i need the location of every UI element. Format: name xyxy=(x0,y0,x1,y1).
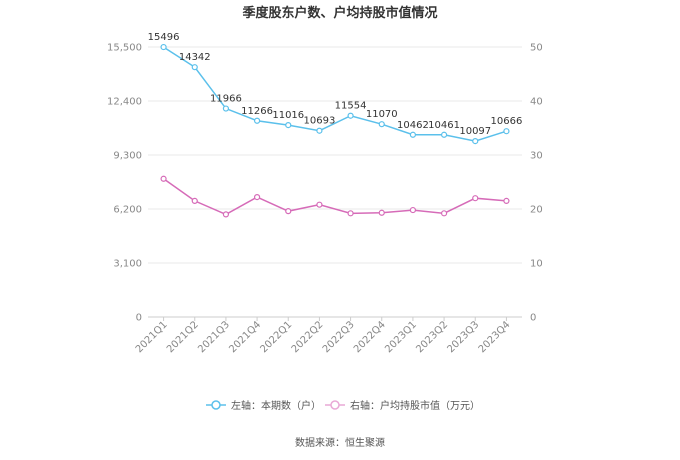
data-label: 10693 xyxy=(304,116,336,127)
grid xyxy=(148,46,522,318)
x-tick-label: 2023Q3 xyxy=(446,319,482,355)
data-label: 11016 xyxy=(272,110,304,121)
data-label: 15496 xyxy=(148,32,180,43)
left-axis: 0 3,100 6,200 9,300 12,400 15,500 xyxy=(107,43,142,324)
left-tick-label: 12,400 xyxy=(107,97,142,108)
data-point[interactable] xyxy=(378,209,385,216)
data-point[interactable] xyxy=(503,197,510,204)
data-point[interactable] xyxy=(347,112,354,119)
data-point[interactable] xyxy=(347,210,354,217)
data-point[interactable] xyxy=(378,121,385,128)
left-tick-label: 15,500 xyxy=(107,43,142,54)
series-line-1 xyxy=(163,178,507,216)
legend[interactable]: 左轴：本期数（户） 右轴：户均持股市值（万元） xyxy=(206,399,480,412)
legend-label-market-value: 右轴：户均持股市值（万元） xyxy=(350,399,480,412)
legend-item-households[interactable]: 左轴：本期数（户） xyxy=(206,399,321,412)
left-tick-label: 3,100 xyxy=(113,259,142,270)
left-tick-label: 6,200 xyxy=(113,205,142,216)
data-point[interactable] xyxy=(253,117,261,124)
right-tick-label: 0 xyxy=(530,313,536,324)
chart-title: 季度股东户数、户均持股市值情况 xyxy=(241,5,437,21)
x-tick-label: 2022Q1 xyxy=(259,319,295,355)
legend-item-market-value[interactable]: 右轴：户均持股市值（万元） xyxy=(325,399,480,412)
x-tick-label: 2022Q4 xyxy=(352,319,388,355)
data-point[interactable] xyxy=(222,211,230,218)
x-tick-label: 2023Q1 xyxy=(383,319,419,355)
x-tick-label: 2021Q2 xyxy=(165,319,201,355)
data-label: 14342 xyxy=(179,52,211,63)
left-tick-label: 0 xyxy=(136,313,142,324)
series-line-0 xyxy=(163,46,507,142)
data-point[interactable] xyxy=(160,43,167,51)
x-tick-label: 2021Q1 xyxy=(134,319,170,355)
data-point[interactable] xyxy=(472,138,479,145)
data-point[interactable] xyxy=(160,175,167,182)
data-point[interactable] xyxy=(316,201,323,208)
x-tick-label: 2022Q3 xyxy=(321,319,357,355)
data-label: 11966 xyxy=(210,94,242,105)
x-tick-label: 2023Q4 xyxy=(477,319,513,355)
data-source: 数据来源：恒生聚源 xyxy=(295,436,385,449)
data-point[interactable] xyxy=(409,206,417,214)
right-tick-label: 20 xyxy=(530,205,543,216)
right-tick-label: 40 xyxy=(530,97,543,108)
data-label: 10097 xyxy=(459,126,491,137)
data-point[interactable] xyxy=(472,195,479,202)
right-tick-label: 10 xyxy=(530,259,543,270)
left-tick-label: 9,300 xyxy=(113,151,142,162)
x-tick-label: 2021Q4 xyxy=(227,319,263,355)
data-point[interactable] xyxy=(191,64,198,71)
data-label: 11070 xyxy=(366,109,398,120)
data-point[interactable] xyxy=(440,210,448,217)
data-point[interactable] xyxy=(503,128,510,135)
legend-marker-icon xyxy=(330,400,340,410)
data-label: 10462 xyxy=(397,120,429,131)
x-tick-label: 2023Q2 xyxy=(414,319,450,355)
data-point[interactable] xyxy=(409,131,417,138)
right-tick-label: 30 xyxy=(530,151,543,162)
data-label: 11266 xyxy=(241,106,273,117)
x-axis: 2021Q12021Q22021Q32021Q42022Q12022Q22022… xyxy=(134,317,513,355)
data-label: 10461 xyxy=(428,120,460,131)
data-point[interactable] xyxy=(191,197,198,204)
right-axis: 0 10 20 30 40 50 xyxy=(530,43,543,324)
data-point[interactable] xyxy=(285,208,292,215)
data-point[interactable] xyxy=(253,194,261,201)
x-tick-label: 2021Q3 xyxy=(196,319,232,355)
legend-marker-icon xyxy=(211,400,221,410)
data-point[interactable] xyxy=(285,122,292,129)
x-tick-label: 2022Q2 xyxy=(290,319,326,355)
data-point[interactable] xyxy=(440,131,448,138)
data-point[interactable] xyxy=(222,105,230,112)
legend-label-households: 左轴：本期数（户） xyxy=(231,399,321,412)
right-tick-label: 50 xyxy=(530,43,543,54)
data-label: 11554 xyxy=(335,101,367,112)
data-point[interactable] xyxy=(316,127,323,134)
data-label: 10666 xyxy=(491,116,523,127)
